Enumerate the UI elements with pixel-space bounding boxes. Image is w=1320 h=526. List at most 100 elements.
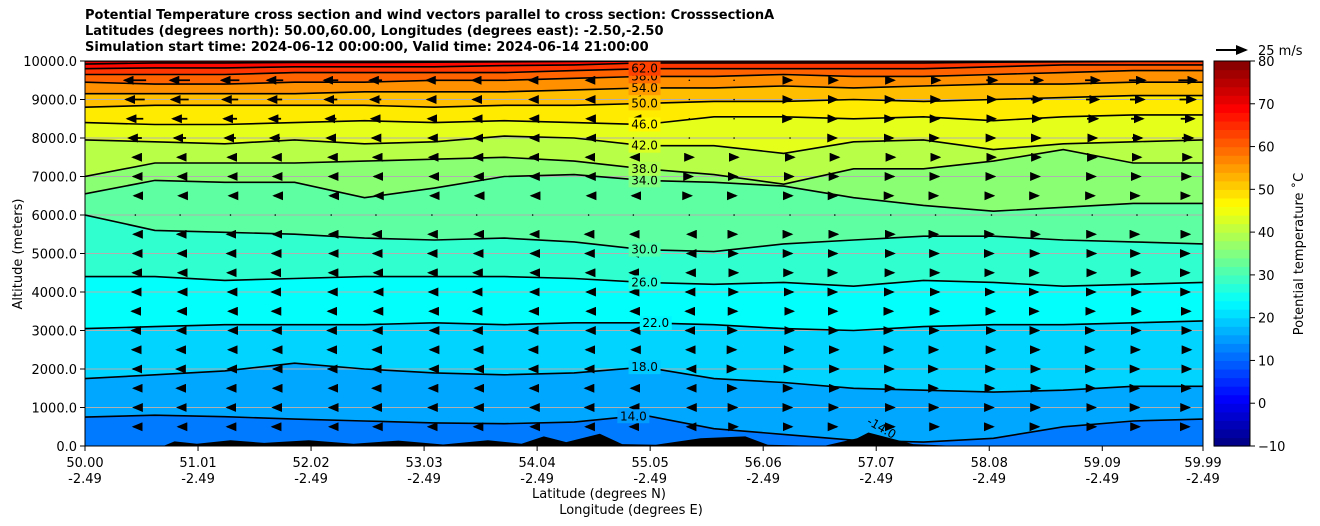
colorbar-label: Potential temperature ˚C (1291, 173, 1307, 336)
y-tick-label: 6000.0 (32, 209, 78, 224)
wind-vector (789, 137, 791, 139)
wind-vector (431, 214, 433, 216)
colorbar-segment (1214, 343, 1250, 353)
contour-label: 14.0 (620, 409, 647, 423)
colorbar-segment (1214, 257, 1250, 267)
contour-label-bg (628, 275, 661, 290)
contour-label-bg (639, 316, 672, 331)
wind-vector (179, 214, 181, 216)
colorbar-tick-label: 80 (1258, 55, 1275, 70)
colorbar-segment (1214, 120, 1250, 131)
contour-70.0 (85, 61, 1203, 65)
wind-vector (688, 214, 691, 216)
colorbar-segment (1214, 411, 1250, 421)
colorbar-tick-label: 20 (1258, 312, 1275, 327)
contour-label-bg (628, 96, 661, 111)
contour-label-bg (628, 161, 661, 176)
contour-label: 46.0 (631, 117, 658, 131)
contour-label-bg (628, 61, 661, 76)
colorbar-segment (1214, 292, 1250, 302)
contour-label: 50.0 (631, 96, 658, 110)
x-tick-label-lat: 51.01 (179, 456, 216, 471)
y-tick-label: 0.0 (56, 440, 77, 455)
y-tick-label: 8000.0 (32, 132, 78, 147)
colorbar-segment (1214, 172, 1250, 182)
x-tick-label-lon: -2.49 (633, 472, 667, 487)
colorbar-tick-label: 50 (1258, 183, 1275, 198)
y-tick-label: 2000.0 (32, 363, 78, 378)
colorbar-segment (1214, 189, 1250, 199)
colorbar-segment (1214, 309, 1250, 319)
chart-title-line-1: Potential Temperature cross section and … (85, 8, 775, 23)
colorbar-segment (1214, 112, 1250, 122)
y-axis-label: Altitude (meters) (11, 199, 26, 310)
colorbar-segment (1214, 386, 1250, 396)
colorbar-segment (1214, 129, 1250, 139)
x-tick-label-lon: -2.49 (68, 472, 102, 487)
colorbar-segment (1214, 377, 1250, 387)
x-tick-label-lat: 53.03 (405, 456, 442, 471)
y-tick-label: 3000.0 (32, 325, 78, 340)
colorbar-segment (1214, 78, 1250, 88)
colorbar-segment (1214, 95, 1250, 105)
x-tick-label-lat: 59.99 (1184, 456, 1221, 471)
wind-vector (475, 214, 478, 216)
x-tick-label-lat: 58.08 (971, 456, 1008, 471)
colorbar-segment (1214, 403, 1250, 413)
contour-label-bg (617, 409, 650, 424)
colorbar-segment (1214, 334, 1250, 344)
wind-vector (1091, 214, 1094, 216)
contour-label-bg (628, 360, 661, 375)
contour-label: 22.0 (642, 316, 669, 330)
colorbar-tick-label: 40 (1258, 226, 1275, 241)
colorbar-segment (1214, 61, 1250, 71)
wind-vector (834, 214, 836, 216)
contour-label: 18.0 (631, 360, 658, 374)
colorbar-tick-label: 10 (1258, 354, 1275, 369)
contour-label: 54.0 (631, 81, 658, 95)
contour-label: 42.0 (631, 139, 658, 153)
colorbar-segment (1214, 223, 1250, 233)
x-tick-label-lon: -2.49 (746, 472, 780, 487)
colorbar-segment (1214, 249, 1250, 259)
y-axis: 0.0 1000.0 2000.0 3000.0 4000.0 5000.0 6000.0 7… (23, 55, 85, 455)
colorbar-segment (1214, 360, 1250, 370)
contour-label-bg (628, 138, 661, 153)
wind-vector (229, 214, 232, 216)
wind-vector (587, 214, 590, 216)
colorbar-segment (1214, 351, 1250, 362)
colorbar-segment (1214, 103, 1250, 113)
x-axis: 50.00-2.4951.01-2.4952.02-2.4953.03-2.49… (66, 446, 1222, 487)
wind-vector (1035, 214, 1038, 216)
colorbar-segment (1214, 420, 1250, 430)
y-tick-label: 7000.0 (32, 171, 78, 186)
wind-vector (733, 214, 735, 216)
contour-label-bg (628, 173, 661, 188)
colorbar-segment (1214, 266, 1250, 276)
contour-labels: 14.0 18.0 22.0 26.0 30.0 34.038.0 42.0 46.0 50.0… (617, 61, 899, 442)
colorbar-segment (1214, 163, 1250, 173)
colorbar-segment (1214, 232, 1250, 242)
colorbar-segment (1214, 369, 1250, 379)
x-tick-label-lon: -2.49 (972, 472, 1006, 487)
contour-label-bg (628, 80, 661, 95)
x-tick-label-lat: 59.09 (1084, 456, 1121, 471)
wind-vector (330, 214, 333, 216)
y-tick-label: 4000.0 (32, 286, 78, 301)
wind-vector (889, 214, 892, 216)
colorbar-segment (1214, 155, 1250, 165)
wind-vector (990, 214, 993, 216)
contour-label: 62.0 (631, 62, 658, 76)
wind-vector (733, 117, 735, 120)
colorbar-tick-label: 70 (1258, 98, 1275, 113)
x-tick-label-lat: 57.07 (858, 456, 895, 471)
colorbar-segment (1214, 197, 1250, 208)
colorbar-segment (1214, 240, 1250, 250)
colorbar-segment (1214, 437, 1250, 447)
contour-label: 30.0 (631, 243, 658, 257)
wind-vector (733, 79, 735, 82)
wind-vector (632, 137, 635, 139)
colorbar-tick-label: 60 (1258, 141, 1275, 156)
wind-vector (531, 214, 534, 216)
